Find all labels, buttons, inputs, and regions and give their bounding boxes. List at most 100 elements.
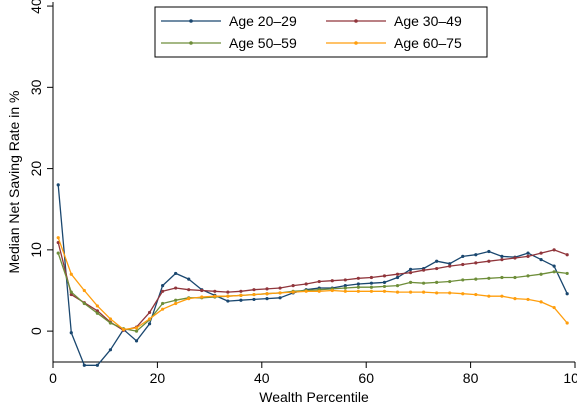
legend-marker xyxy=(354,19,358,23)
legend-marker xyxy=(189,19,193,23)
data-point xyxy=(343,289,347,293)
data-point xyxy=(69,331,73,335)
data-point xyxy=(252,288,256,292)
data-point xyxy=(252,297,256,302)
data-point xyxy=(356,285,360,289)
data-point xyxy=(435,280,439,284)
data-point xyxy=(134,329,139,333)
data-point xyxy=(500,275,504,280)
data-point xyxy=(461,292,465,296)
data-point xyxy=(382,274,387,278)
data-point xyxy=(343,278,347,282)
data-point xyxy=(147,310,152,315)
data-point xyxy=(395,272,400,276)
data-point xyxy=(539,258,543,262)
data-point xyxy=(95,309,99,313)
data-point xyxy=(487,249,491,254)
data-point xyxy=(487,276,491,280)
data-point xyxy=(174,286,178,290)
data-point xyxy=(461,278,465,282)
data-point xyxy=(174,298,178,302)
data-point xyxy=(95,363,99,367)
legend-marker xyxy=(189,41,193,45)
data-point xyxy=(526,251,530,255)
series-2 xyxy=(56,240,569,332)
data-point xyxy=(461,254,465,258)
x-tick-label: 60 xyxy=(358,370,374,386)
data-point xyxy=(161,284,165,288)
data-point xyxy=(408,271,413,275)
data-point xyxy=(343,284,347,288)
data-point xyxy=(487,259,491,263)
data-point xyxy=(161,301,165,306)
x-tick-label: 80 xyxy=(463,370,479,386)
data-point xyxy=(213,294,217,298)
data-point xyxy=(121,327,126,332)
series-line xyxy=(57,242,568,331)
data-point xyxy=(134,339,139,343)
legend-item: Age 50–59 xyxy=(161,35,297,51)
data-point xyxy=(187,297,191,301)
legend-item: Age 30–49 xyxy=(326,13,462,29)
data-point xyxy=(565,321,569,325)
data-point xyxy=(330,288,334,293)
data-point xyxy=(95,311,99,315)
series-line xyxy=(57,237,568,331)
series-line xyxy=(57,184,568,366)
data-point xyxy=(461,262,465,267)
data-point xyxy=(147,317,152,321)
data-point xyxy=(291,290,295,294)
data-point xyxy=(265,292,269,296)
data-point xyxy=(474,261,478,265)
data-point xyxy=(513,297,517,301)
data-point xyxy=(82,363,86,367)
series-4 xyxy=(56,236,569,332)
data-point xyxy=(56,251,60,255)
data-point xyxy=(408,290,413,294)
y-tick-label: 30 xyxy=(28,79,44,95)
data-point xyxy=(213,289,217,293)
data-point xyxy=(565,292,569,296)
data-point xyxy=(565,253,569,257)
data-point xyxy=(174,271,178,276)
y-tick-label: 10 xyxy=(28,242,44,258)
y-tick-label: 20 xyxy=(28,161,44,177)
data-point xyxy=(317,289,321,293)
data-point xyxy=(187,277,191,281)
data-point xyxy=(174,301,178,306)
data-point xyxy=(448,291,452,295)
y-tick-label: 40 xyxy=(28,0,44,14)
data-point xyxy=(330,279,334,283)
data-point xyxy=(239,289,243,293)
data-point xyxy=(474,292,478,297)
data-point xyxy=(395,275,400,280)
data-point xyxy=(382,280,387,284)
data-point xyxy=(369,275,374,280)
data-point xyxy=(161,307,165,311)
y-axis-label: Median Net Saving Rate in % xyxy=(6,91,22,274)
data-point xyxy=(500,258,504,262)
data-point xyxy=(304,289,308,293)
data-point xyxy=(291,284,295,288)
data-point xyxy=(56,183,60,187)
data-point xyxy=(304,282,308,286)
legend-item: Age 60–75 xyxy=(326,35,462,51)
legend-label: Age 60–75 xyxy=(394,35,462,51)
legend-label: Age 50–59 xyxy=(229,35,297,51)
data-point xyxy=(448,279,452,284)
x-tick-label: 0 xyxy=(49,370,57,386)
data-point xyxy=(226,294,230,298)
data-point xyxy=(422,268,426,272)
data-point xyxy=(69,292,73,297)
series-line xyxy=(57,252,568,332)
data-point xyxy=(161,289,165,293)
data-point xyxy=(356,282,360,286)
axes: 0 20 40 60 80 100 0 10 20 30 40 xyxy=(28,0,577,386)
data-point xyxy=(200,295,204,299)
legend-item: Age 20–29 xyxy=(161,13,297,29)
data-point xyxy=(56,236,60,240)
data-point xyxy=(108,317,113,321)
data-point xyxy=(108,321,113,325)
